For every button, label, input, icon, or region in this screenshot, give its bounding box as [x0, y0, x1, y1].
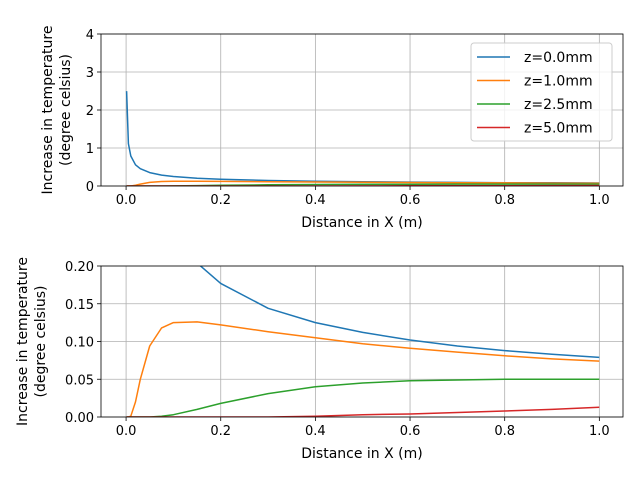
x-tick-label: 0.2 — [210, 193, 231, 208]
x-tick-label: 1.0 — [589, 424, 610, 439]
legend-label: z=5.0mm — [524, 121, 593, 137]
y-axis-label-line2: (degree celsius) — [58, 54, 74, 166]
y-tick-label: 3 — [86, 66, 94, 81]
x-tick-label: 0.2 — [210, 424, 231, 439]
axes-frame — [100, 265, 624, 418]
y-tick-label: 0.05 — [65, 373, 94, 388]
series-line-z=0.0mm — [199, 266, 600, 359]
y-tick-label: 2 — [86, 104, 94, 119]
x-tick-label: 0.4 — [305, 424, 326, 439]
x-tick-label: 0.0 — [116, 193, 137, 208]
y-axis-label-line1: Increase in temperature — [40, 26, 56, 195]
y-tick-label: 1 — [86, 142, 94, 157]
series-line-z=5.0mm — [126, 406, 600, 417]
y-tick-label: 0.15 — [65, 298, 94, 313]
x-tick-label: 0.8 — [494, 424, 515, 439]
legend-frame — [470, 42, 613, 142]
x-axis-label: Distance in X (m) — [301, 215, 422, 231]
legend-label: z=0.0mm — [524, 50, 593, 66]
x-tick-label: 1.0 — [589, 193, 610, 208]
y-tick-label: 4 — [86, 28, 94, 43]
subplot-1: 0.0 0.2 0.4 0.6 0.8 1.0 0 1 2 3 4 Distance in X (m)… — [40, 26, 624, 231]
y-tick-label: 0.10 — [65, 336, 94, 351]
x-tick-label: 0.6 — [400, 424, 421, 439]
subplot-2: 0.0 0.2 0.4 0.6 0.8 1.0 0.00 0.05 0.10 0.15 0.20 Di… — [15, 257, 624, 462]
x-tick-label: 0.8 — [494, 193, 515, 208]
legend: z=0.0mm z=1.0mm z=2.5mm z=5.0mm — [470, 42, 613, 142]
x-axis-label: Distance in X (m) — [301, 446, 422, 462]
legend-label: z=1.0mm — [524, 74, 593, 90]
series-line-z=2.5mm — [126, 378, 600, 417]
legend-label: z=2.5mm — [524, 97, 593, 113]
y-tick-label: 0 — [86, 180, 94, 195]
y-tick-label: 0.00 — [65, 411, 94, 426]
y-tick-label: 0.20 — [65, 260, 94, 275]
y-axis-label-line1: Increase in temperature — [15, 257, 31, 426]
axes-frame — [100, 33, 624, 187]
y-axis-label-line2: (degree celsius) — [33, 286, 49, 398]
x-tick-label: 0.0 — [116, 424, 137, 439]
series-line-z=1.0mm — [126, 321, 600, 417]
x-tick-label: 0.6 — [400, 193, 421, 208]
x-tick-label: 0.4 — [305, 193, 326, 208]
